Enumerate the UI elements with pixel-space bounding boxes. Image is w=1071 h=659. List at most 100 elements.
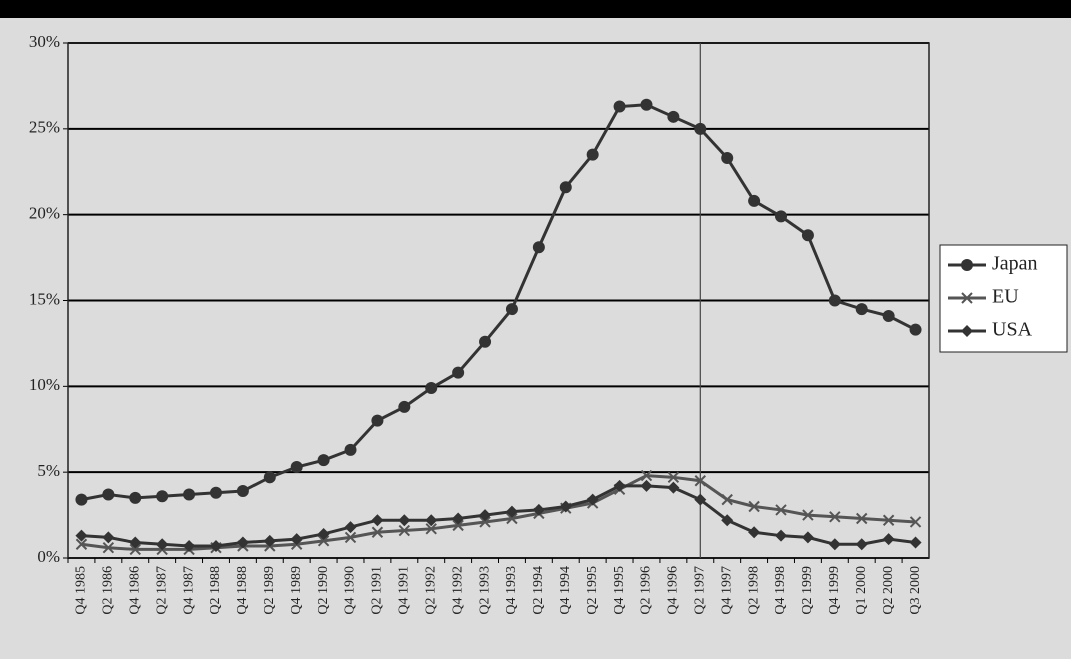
marker [961, 292, 973, 304]
marker [183, 488, 196, 501]
marker [721, 152, 734, 165]
marker [452, 512, 465, 525]
x-tick-label: Q2 1993 [477, 566, 492, 615]
marker [961, 259, 973, 271]
marker [909, 536, 922, 549]
x-tick-label: Q4 1991 [397, 566, 412, 615]
x-tick-label: Q2 1996 [639, 566, 654, 615]
marker [398, 524, 411, 537]
x-tick-label: Q4 1988 [235, 566, 250, 615]
marker [506, 512, 518, 525]
marker [479, 335, 492, 348]
marker [425, 382, 438, 395]
marker [775, 504, 787, 516]
marker [75, 538, 88, 550]
marker [344, 443, 357, 456]
x-tick-label: Q4 1986 [127, 566, 142, 615]
marker [640, 469, 653, 482]
marker [183, 539, 196, 552]
x-tick-label: Q2 1986 [101, 566, 116, 615]
marker [667, 110, 680, 123]
marker [532, 241, 545, 254]
x-tick-label: Q2 1995 [585, 566, 600, 615]
y-tick-label: 10% [29, 375, 60, 394]
marker [559, 500, 572, 513]
x-tick-label: Q2 1999 [800, 566, 815, 615]
marker [452, 519, 464, 532]
marker [317, 535, 330, 547]
marker [748, 194, 761, 207]
marker [317, 454, 330, 467]
x-tick-label: Q2 1988 [208, 566, 223, 615]
marker [532, 503, 545, 516]
marker [775, 529, 788, 542]
marker [694, 122, 707, 135]
marker [828, 294, 841, 307]
marker [371, 514, 384, 527]
x-tick-label: Q4 1994 [558, 566, 573, 615]
x-tick-label: Q4 1995 [612, 566, 627, 615]
marker [102, 531, 115, 544]
marker [855, 303, 868, 316]
x-tick-label: Q2 1998 [746, 566, 761, 615]
marker [694, 475, 707, 487]
marker [828, 538, 841, 551]
y-tick-label: 25% [29, 118, 60, 137]
marker [102, 488, 115, 501]
marker [398, 400, 411, 413]
x-tick-label: Q4 1985 [74, 566, 89, 615]
x-tick-label: Q4 1990 [343, 566, 358, 615]
marker [371, 526, 384, 538]
marker [290, 533, 303, 546]
marker [721, 514, 734, 527]
marker [882, 514, 895, 526]
marker [290, 461, 303, 474]
marker [371, 414, 384, 427]
marker [829, 511, 841, 523]
x-tick-label: Q4 1987 [181, 566, 196, 615]
marker [102, 541, 115, 554]
marker [209, 486, 222, 499]
x-tick-label: Q4 1993 [504, 566, 519, 615]
x-tick-label: Q4 1992 [450, 566, 465, 615]
marker [398, 514, 411, 527]
x-tick-label: Q4 1999 [827, 566, 842, 615]
marker [236, 485, 249, 498]
marker [961, 325, 973, 337]
marker [909, 516, 922, 528]
marker [613, 479, 626, 492]
y-tick-label: 5% [37, 461, 60, 480]
marker [344, 521, 357, 534]
x-tick-label: Q2 1989 [262, 566, 277, 615]
legend-label: USA [992, 319, 1033, 341]
marker [640, 98, 653, 111]
y-tick-label: 20% [29, 204, 60, 223]
marker [156, 490, 169, 503]
marker [505, 303, 518, 316]
marker [882, 309, 895, 322]
x-tick-label: Q4 1997 [719, 566, 734, 615]
top-band [0, 0, 1071, 18]
marker [129, 536, 142, 549]
x-tick-label: Q4 1996 [666, 566, 681, 615]
marker [236, 536, 249, 549]
x-tick-label: Q2 1994 [531, 566, 546, 615]
legend-label: Japan [992, 253, 1038, 275]
marker [748, 500, 760, 513]
marker [613, 100, 626, 113]
marker [344, 531, 357, 544]
marker [909, 323, 922, 336]
x-tick-label: Q2 1990 [316, 566, 331, 615]
marker [129, 491, 142, 504]
marker [317, 527, 330, 540]
marker [425, 523, 437, 535]
marker [748, 526, 761, 539]
y-tick-label: 30% [29, 32, 60, 51]
marker [129, 543, 141, 556]
marker [263, 471, 276, 484]
marker [75, 493, 88, 506]
marker [586, 493, 599, 506]
marker [640, 479, 653, 492]
marker [479, 516, 491, 528]
